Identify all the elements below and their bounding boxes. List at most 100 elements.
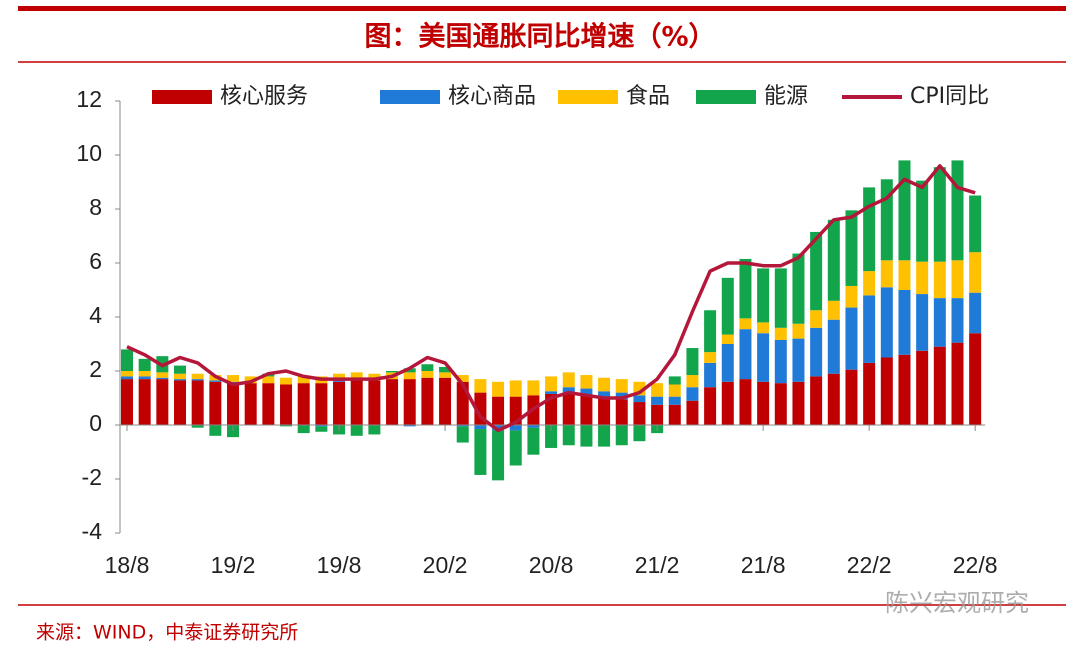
bar — [138, 371, 151, 377]
bar — [474, 379, 487, 393]
bar — [598, 425, 611, 447]
bar — [704, 310, 717, 353]
legend-label: 能源 — [764, 84, 808, 109]
y-tick-label: -2 — [82, 464, 102, 490]
bar — [774, 339, 787, 384]
x-tick-label: 21/2 — [635, 552, 680, 578]
bar — [191, 379, 204, 381]
y-tick-label: 8 — [89, 194, 102, 220]
x-tick-label: 20/8 — [529, 552, 574, 578]
bar — [651, 404, 664, 425]
bar — [916, 180, 929, 262]
bar — [863, 271, 876, 296]
bar — [633, 395, 646, 403]
bar — [774, 327, 787, 340]
x-tick-label: 22/8 — [953, 552, 998, 578]
bar — [297, 376, 310, 384]
bar — [121, 349, 133, 371]
bar — [474, 392, 487, 425]
bar — [262, 376, 275, 384]
bar — [721, 381, 734, 425]
bar — [545, 391, 558, 394]
bar — [598, 391, 611, 398]
bar — [174, 380, 187, 425]
bar — [757, 322, 770, 334]
bar — [545, 425, 558, 448]
bar — [209, 425, 222, 436]
bar — [933, 346, 946, 425]
bar — [527, 427, 540, 455]
bar — [721, 344, 734, 382]
bar — [668, 404, 681, 425]
bar — [138, 358, 151, 371]
legend-label: CPI同比 — [910, 84, 989, 109]
bar — [704, 362, 717, 388]
bar — [527, 425, 540, 428]
bar — [580, 395, 593, 425]
bar — [668, 376, 681, 385]
bar — [863, 362, 876, 425]
bar — [721, 334, 734, 344]
legend-swatch — [380, 90, 440, 104]
bar — [386, 371, 399, 373]
bar — [633, 402, 646, 425]
bar — [951, 298, 964, 343]
bar — [916, 350, 929, 425]
bar — [227, 383, 240, 425]
bar — [562, 425, 575, 446]
bar — [686, 348, 699, 376]
bar — [156, 372, 169, 378]
bar — [191, 380, 204, 425]
bar — [845, 369, 858, 425]
bar — [439, 372, 452, 378]
source: 来源：WIND，中泰证券研究所 — [36, 622, 298, 644]
bar — [174, 365, 187, 374]
bar — [368, 373, 381, 381]
legend-swatch — [696, 90, 756, 104]
bar — [368, 425, 381, 435]
bar — [562, 387, 575, 394]
bar — [244, 376, 257, 384]
bar — [810, 310, 823, 328]
bar — [421, 371, 434, 378]
x-tick-label: 22/2 — [847, 552, 892, 578]
bar — [739, 329, 752, 380]
bar — [757, 268, 770, 323]
bar — [156, 379, 169, 425]
legend-label: 核心商品 — [448, 84, 536, 109]
bar — [721, 277, 734, 335]
bar — [686, 375, 699, 388]
bar — [209, 380, 222, 382]
bar — [121, 371, 133, 377]
bar — [863, 295, 876, 363]
x-tick-label: 18/8 — [105, 552, 150, 578]
bar — [916, 261, 929, 295]
bar — [492, 425, 505, 431]
bar — [174, 379, 187, 381]
bar — [933, 167, 946, 262]
bar — [562, 372, 575, 388]
bar — [492, 396, 505, 425]
bar — [333, 373, 346, 381]
x-tick-label: 19/8 — [317, 552, 362, 578]
bar — [439, 377, 452, 425]
bar — [739, 379, 752, 425]
watermark: 陈兴宏观研究 — [885, 589, 1029, 617]
bar — [545, 376, 558, 392]
bar — [492, 430, 505, 481]
bar — [792, 323, 805, 339]
bar — [810, 327, 823, 377]
y-tick-label: 12 — [76, 86, 102, 112]
bar — [227, 425, 240, 438]
bar — [898, 354, 911, 425]
bar — [350, 372, 363, 380]
bar — [474, 429, 487, 475]
bar — [350, 425, 363, 436]
bar — [121, 379, 133, 425]
bar — [863, 187, 876, 272]
bar — [333, 381, 346, 425]
bar — [509, 380, 522, 397]
bar — [227, 381, 240, 384]
bar — [845, 307, 858, 370]
